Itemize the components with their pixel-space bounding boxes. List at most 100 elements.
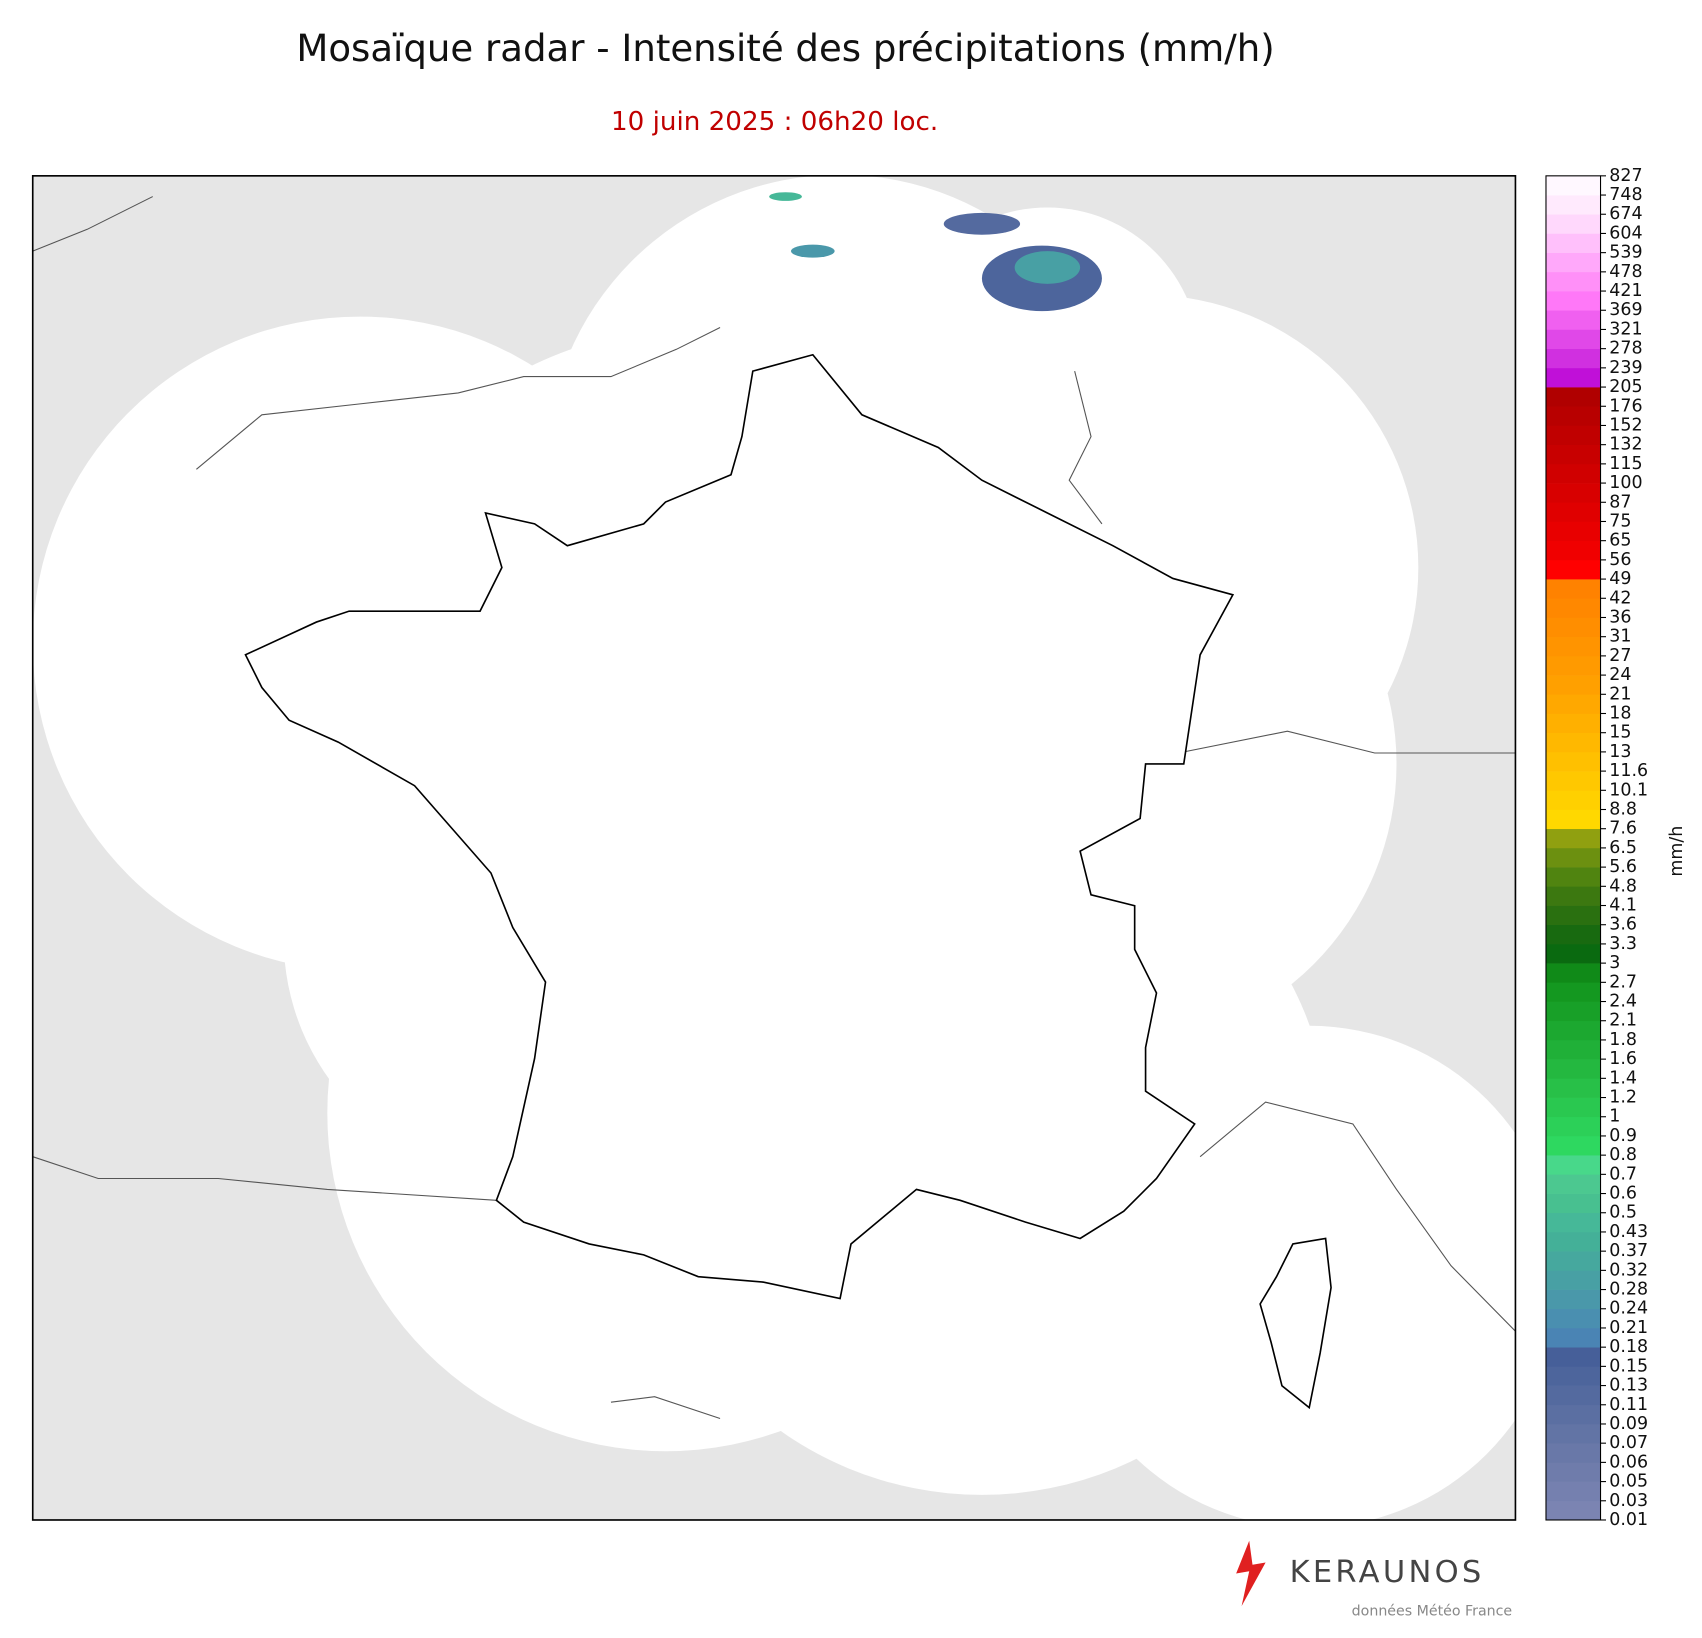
colorbar-tick-label: 0.18: [1609, 1337, 1648, 1357]
colorbar-bin: [1545, 598, 1601, 618]
colorbar-tick-label: 2.7: [1609, 972, 1637, 992]
colorbar-tick-label: 0.06: [1609, 1452, 1648, 1472]
colorbar-bin: [1545, 348, 1601, 369]
colorbar-bin: [1545, 886, 1601, 906]
colorbar-bin: [1545, 463, 1601, 484]
colorbar-bin: [1545, 636, 1601, 657]
colorbar-bin: [1545, 1097, 1601, 1118]
colorbar-tick-label: 6.5: [1609, 838, 1637, 858]
colorbar-tick-label: 1.4: [1609, 1068, 1637, 1088]
colorbar-bin: [1545, 809, 1601, 830]
colorbar-bin: [1545, 329, 1601, 349]
colorbar-tick-label: 0.43: [1609, 1222, 1648, 1242]
colorbar-tick-label: 3.3: [1609, 934, 1637, 954]
colorbar-tick-label: 4.8: [1609, 876, 1637, 896]
colorbar-bin: [1545, 924, 1601, 945]
colorbar-tick-label: 674: [1609, 204, 1642, 224]
colorbar-tick-label: 1.6: [1609, 1049, 1637, 1069]
colorbar-tick-label: 0.9: [1609, 1126, 1637, 1146]
colorbar-bin: [1545, 1481, 1601, 1502]
map: [31, 175, 1517, 1521]
subtitle: 10 juin 2025 : 06h20 loc.: [611, 107, 938, 137]
colorbar-tick-label: 21: [1609, 684, 1631, 704]
colorbar-bin: [1545, 675, 1601, 695]
colorbar-tick-label: 748: [1609, 185, 1642, 205]
colorbar-bin: [1545, 963, 1601, 983]
colorbar-bin: [1545, 1404, 1601, 1425]
colorbar-tick-label: 42: [1609, 588, 1631, 608]
colorbar-tick-label: 239: [1609, 358, 1642, 378]
colorbar-tick-label: 36: [1609, 607, 1631, 627]
colorbar-bin: [1545, 713, 1601, 734]
colorbar-tick-label: 31: [1609, 627, 1631, 647]
colorbar-tick-label: 13: [1609, 742, 1631, 762]
colorbar-tick-label: 0.07: [1609, 1433, 1648, 1453]
colorbar-tick-label: 0.32: [1609, 1260, 1648, 1280]
colorbar-bin: [1545, 1251, 1601, 1271]
colorbar-tick-label: 0.37: [1609, 1241, 1648, 1261]
colorbar-bin: [1545, 521, 1601, 542]
colorbar-tick-label: 27: [1609, 646, 1631, 666]
colorbar-tick-label: 10.1: [1609, 780, 1648, 800]
colorbar-bin: [1545, 579, 1601, 599]
colorbar-bin: [1545, 214, 1601, 234]
colorbar-tick-label: 100: [1609, 473, 1642, 493]
colorbar-bin: [1545, 828, 1601, 849]
colorbar-tick-label: 0.03: [1609, 1491, 1648, 1511]
colorbar-bin: [1545, 1308, 1601, 1329]
colorbar-tick-label: 604: [1609, 223, 1642, 243]
colorbar-bin: [1545, 1462, 1601, 1482]
colorbar-bin: [1545, 617, 1601, 638]
colorbar-bin: [1545, 252, 1601, 273]
colorbar-bin: [1545, 751, 1601, 772]
colorbar-bin: [1545, 1116, 1601, 1137]
colorbar-tick-label: 87: [1609, 492, 1631, 512]
colorbar-tick-label: 0.13: [1609, 1376, 1648, 1396]
colorbar-bin: [1545, 291, 1601, 311]
colorbar-bin: [1545, 1347, 1601, 1367]
colorbar-bin: [1545, 1327, 1601, 1348]
colorbar-tick-label: 3.6: [1609, 915, 1637, 935]
colorbar-bin: [1545, 982, 1601, 1002]
colorbar-bin: [1545, 1078, 1601, 1098]
colorbar-tick-label: 18: [1609, 703, 1631, 723]
credit: données Météo France: [1352, 1604, 1512, 1620]
colorbar-bin: [1545, 1020, 1601, 1041]
colorbar-tick-label: 1.2: [1609, 1088, 1637, 1108]
colorbar-tick-label: 2.1: [1609, 1011, 1637, 1031]
colorbar-bin: [1545, 1001, 1601, 1022]
colorbar-tick-label: 7.6: [1609, 819, 1637, 839]
colorbar-bin: [1545, 540, 1601, 561]
colorbar-tick-label: 0.15: [1609, 1356, 1648, 1376]
country-borders: [32, 196, 1516, 1420]
colorbar-bin: [1545, 1443, 1601, 1463]
colorbar-tick-label: 65: [1609, 531, 1631, 551]
colorbar-tick-label: 369: [1609, 300, 1642, 320]
colorbar-tick-label: 75: [1609, 511, 1631, 531]
colorbar-bin: [1545, 867, 1601, 887]
colorbar-tick-label: 2.4: [1609, 992, 1637, 1012]
colorbar-tick-label: 15: [1609, 723, 1631, 743]
colorbar-tick-label: 0.01: [1609, 1510, 1648, 1530]
title: Mosaïque radar - Intensité des précipita…: [296, 27, 1274, 70]
colorbar-bin: [1545, 1155, 1601, 1175]
colorbar-bin: [1545, 271, 1601, 292]
colorbar-label: mm/h: [1667, 826, 1687, 877]
colorbar-tick-label: 0.5: [1609, 1203, 1637, 1223]
colorbar-tick-label: 0.6: [1609, 1184, 1637, 1204]
colorbar-bin: [1545, 1423, 1601, 1444]
colorbar-bin: [1545, 1270, 1601, 1290]
colorbar-bin: [1545, 310, 1601, 330]
colorbar-tick-label: 0.28: [1609, 1280, 1648, 1300]
colorbar-tick-label: 421: [1609, 281, 1642, 301]
colorbar-bin: [1545, 943, 1601, 964]
colorbar-bin: [1545, 502, 1601, 522]
colorbar-bin: [1545, 406, 1601, 426]
colorbar-tick-label: 11.6: [1609, 761, 1648, 781]
logo-text: KERAUNOS: [1290, 1555, 1485, 1590]
colorbar-tick-label: 539: [1609, 243, 1642, 263]
logo-bolt: [1236, 1540, 1266, 1607]
colorbar-bin: [1545, 1193, 1601, 1214]
colorbar-bin: [1545, 771, 1601, 791]
colorbar-tick-label: 176: [1609, 396, 1642, 416]
